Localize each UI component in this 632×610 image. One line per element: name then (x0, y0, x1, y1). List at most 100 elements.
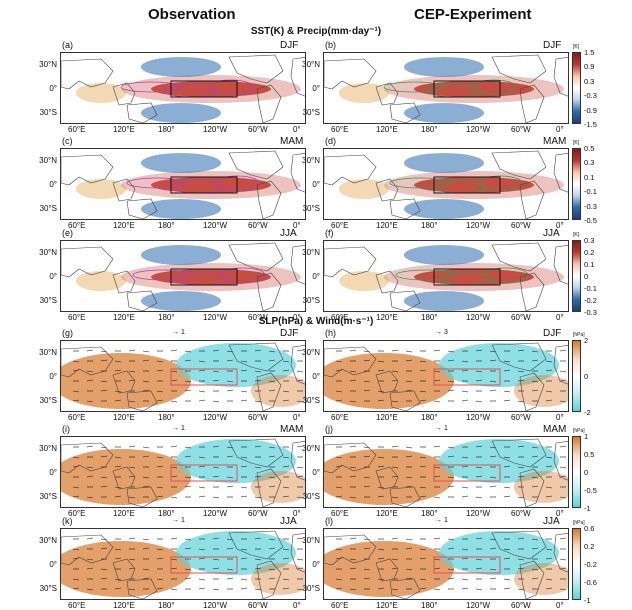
colorbar-tick: 0 (584, 372, 589, 381)
longitude-label: 120°E (376, 601, 398, 610)
coastline (375, 558, 399, 582)
wind-vector (517, 537, 525, 540)
wind-vector (363, 485, 371, 488)
wind-vector (212, 588, 220, 591)
colorbar-tick: 0.9 (584, 62, 595, 72)
wind-vector (282, 369, 290, 372)
longitude-label: 120°E (376, 313, 398, 322)
wind-vector (447, 485, 455, 488)
latitude-label: 0° (312, 180, 320, 189)
longitude-label: 60°E (68, 413, 86, 422)
wind-vector (226, 485, 234, 488)
longitude-label: 0° (556, 125, 564, 134)
panel-label: (f) (325, 228, 334, 238)
wind-vector (349, 370, 357, 373)
wind-vector (419, 456, 427, 459)
coastline (553, 440, 568, 481)
wind-vector (517, 475, 525, 478)
wind-vector (170, 370, 178, 373)
wind-vector (461, 465, 469, 468)
coastline (375, 270, 399, 294)
wind-vector (489, 476, 497, 479)
panel-label: (l) (325, 516, 333, 526)
wind-vector (461, 587, 469, 590)
wind-vector (240, 399, 248, 402)
anomaly-field (61, 353, 191, 409)
coastline (256, 468, 282, 507)
wind-vector (72, 456, 80, 459)
coastline (389, 198, 421, 219)
wind-vector (114, 548, 122, 551)
wind-vector (142, 389, 150, 392)
column-title-cep-experiment: CEP-Experiment (414, 6, 532, 23)
coastline (519, 468, 545, 507)
wind-vector (156, 369, 164, 372)
wind-vector (268, 380, 276, 383)
wind-vector (128, 558, 136, 561)
coastline (324, 154, 377, 186)
coastline (389, 102, 421, 123)
longitude-label: 120°W (203, 313, 228, 322)
coastline (519, 272, 545, 311)
coastline (519, 372, 545, 411)
anomaly-field (384, 75, 564, 103)
latitude-label: 30°N (39, 156, 57, 165)
longitude-label: 120°E (376, 413, 398, 422)
anomaly-field (514, 471, 568, 503)
panel-label: (a) (62, 40, 73, 50)
wind-vector (268, 455, 276, 458)
precip-contour (383, 81, 445, 93)
wind-vector (156, 557, 164, 560)
longitude-label: 60°W (511, 509, 531, 518)
wind-vector (212, 370, 220, 373)
wind-vector (545, 587, 553, 590)
wind-vector (349, 475, 357, 478)
map-canvas (61, 342, 305, 411)
wind-vector (268, 568, 276, 571)
coastline (290, 440, 305, 481)
colorbar (572, 436, 581, 508)
colorbar-tick: 0.3 (584, 236, 595, 245)
wind-vector (475, 496, 483, 499)
wind-vector (240, 495, 248, 498)
wind-vector (335, 486, 343, 489)
wind-vector (489, 380, 497, 383)
wind-vector (433, 370, 441, 373)
coastline (256, 560, 282, 599)
colorbar (572, 52, 581, 124)
reference-vector: → 3 (435, 329, 448, 336)
anomaly-field (61, 449, 191, 505)
wind-vector (72, 495, 80, 498)
wind-vector (184, 577, 192, 580)
wind-vector (184, 455, 192, 458)
longitude-label: 60°W (248, 313, 268, 322)
reference-vector: → 1 (435, 425, 448, 432)
wind-vector (156, 390, 164, 393)
wind-vector (226, 476, 234, 479)
wind-vector (405, 380, 413, 383)
wind-vector (559, 445, 567, 448)
wind-vector (128, 400, 136, 403)
wind-vector (475, 370, 483, 373)
longitude-label: 60°E (68, 221, 86, 230)
coastline (389, 290, 421, 311)
longitude-label: 60°W (248, 221, 268, 230)
coastline (290, 344, 305, 385)
wind-vector (128, 370, 136, 373)
wind-vector (335, 360, 343, 363)
colorbar-unit: [hPa] (573, 332, 585, 338)
coastline (389, 390, 421, 411)
anomaly-field (404, 153, 484, 173)
wind-vector (545, 578, 553, 581)
wind-vector (268, 476, 276, 479)
wind-vector (212, 349, 220, 352)
anomaly-field (76, 271, 126, 291)
anomaly-field (141, 103, 221, 123)
latitude-label: 30°S (39, 296, 57, 305)
wind-vector (559, 466, 567, 469)
wind-vector (198, 390, 206, 393)
coastline (126, 578, 158, 599)
wind-vector (226, 455, 234, 458)
wind-vector (349, 567, 357, 570)
wind-vector (226, 547, 234, 550)
